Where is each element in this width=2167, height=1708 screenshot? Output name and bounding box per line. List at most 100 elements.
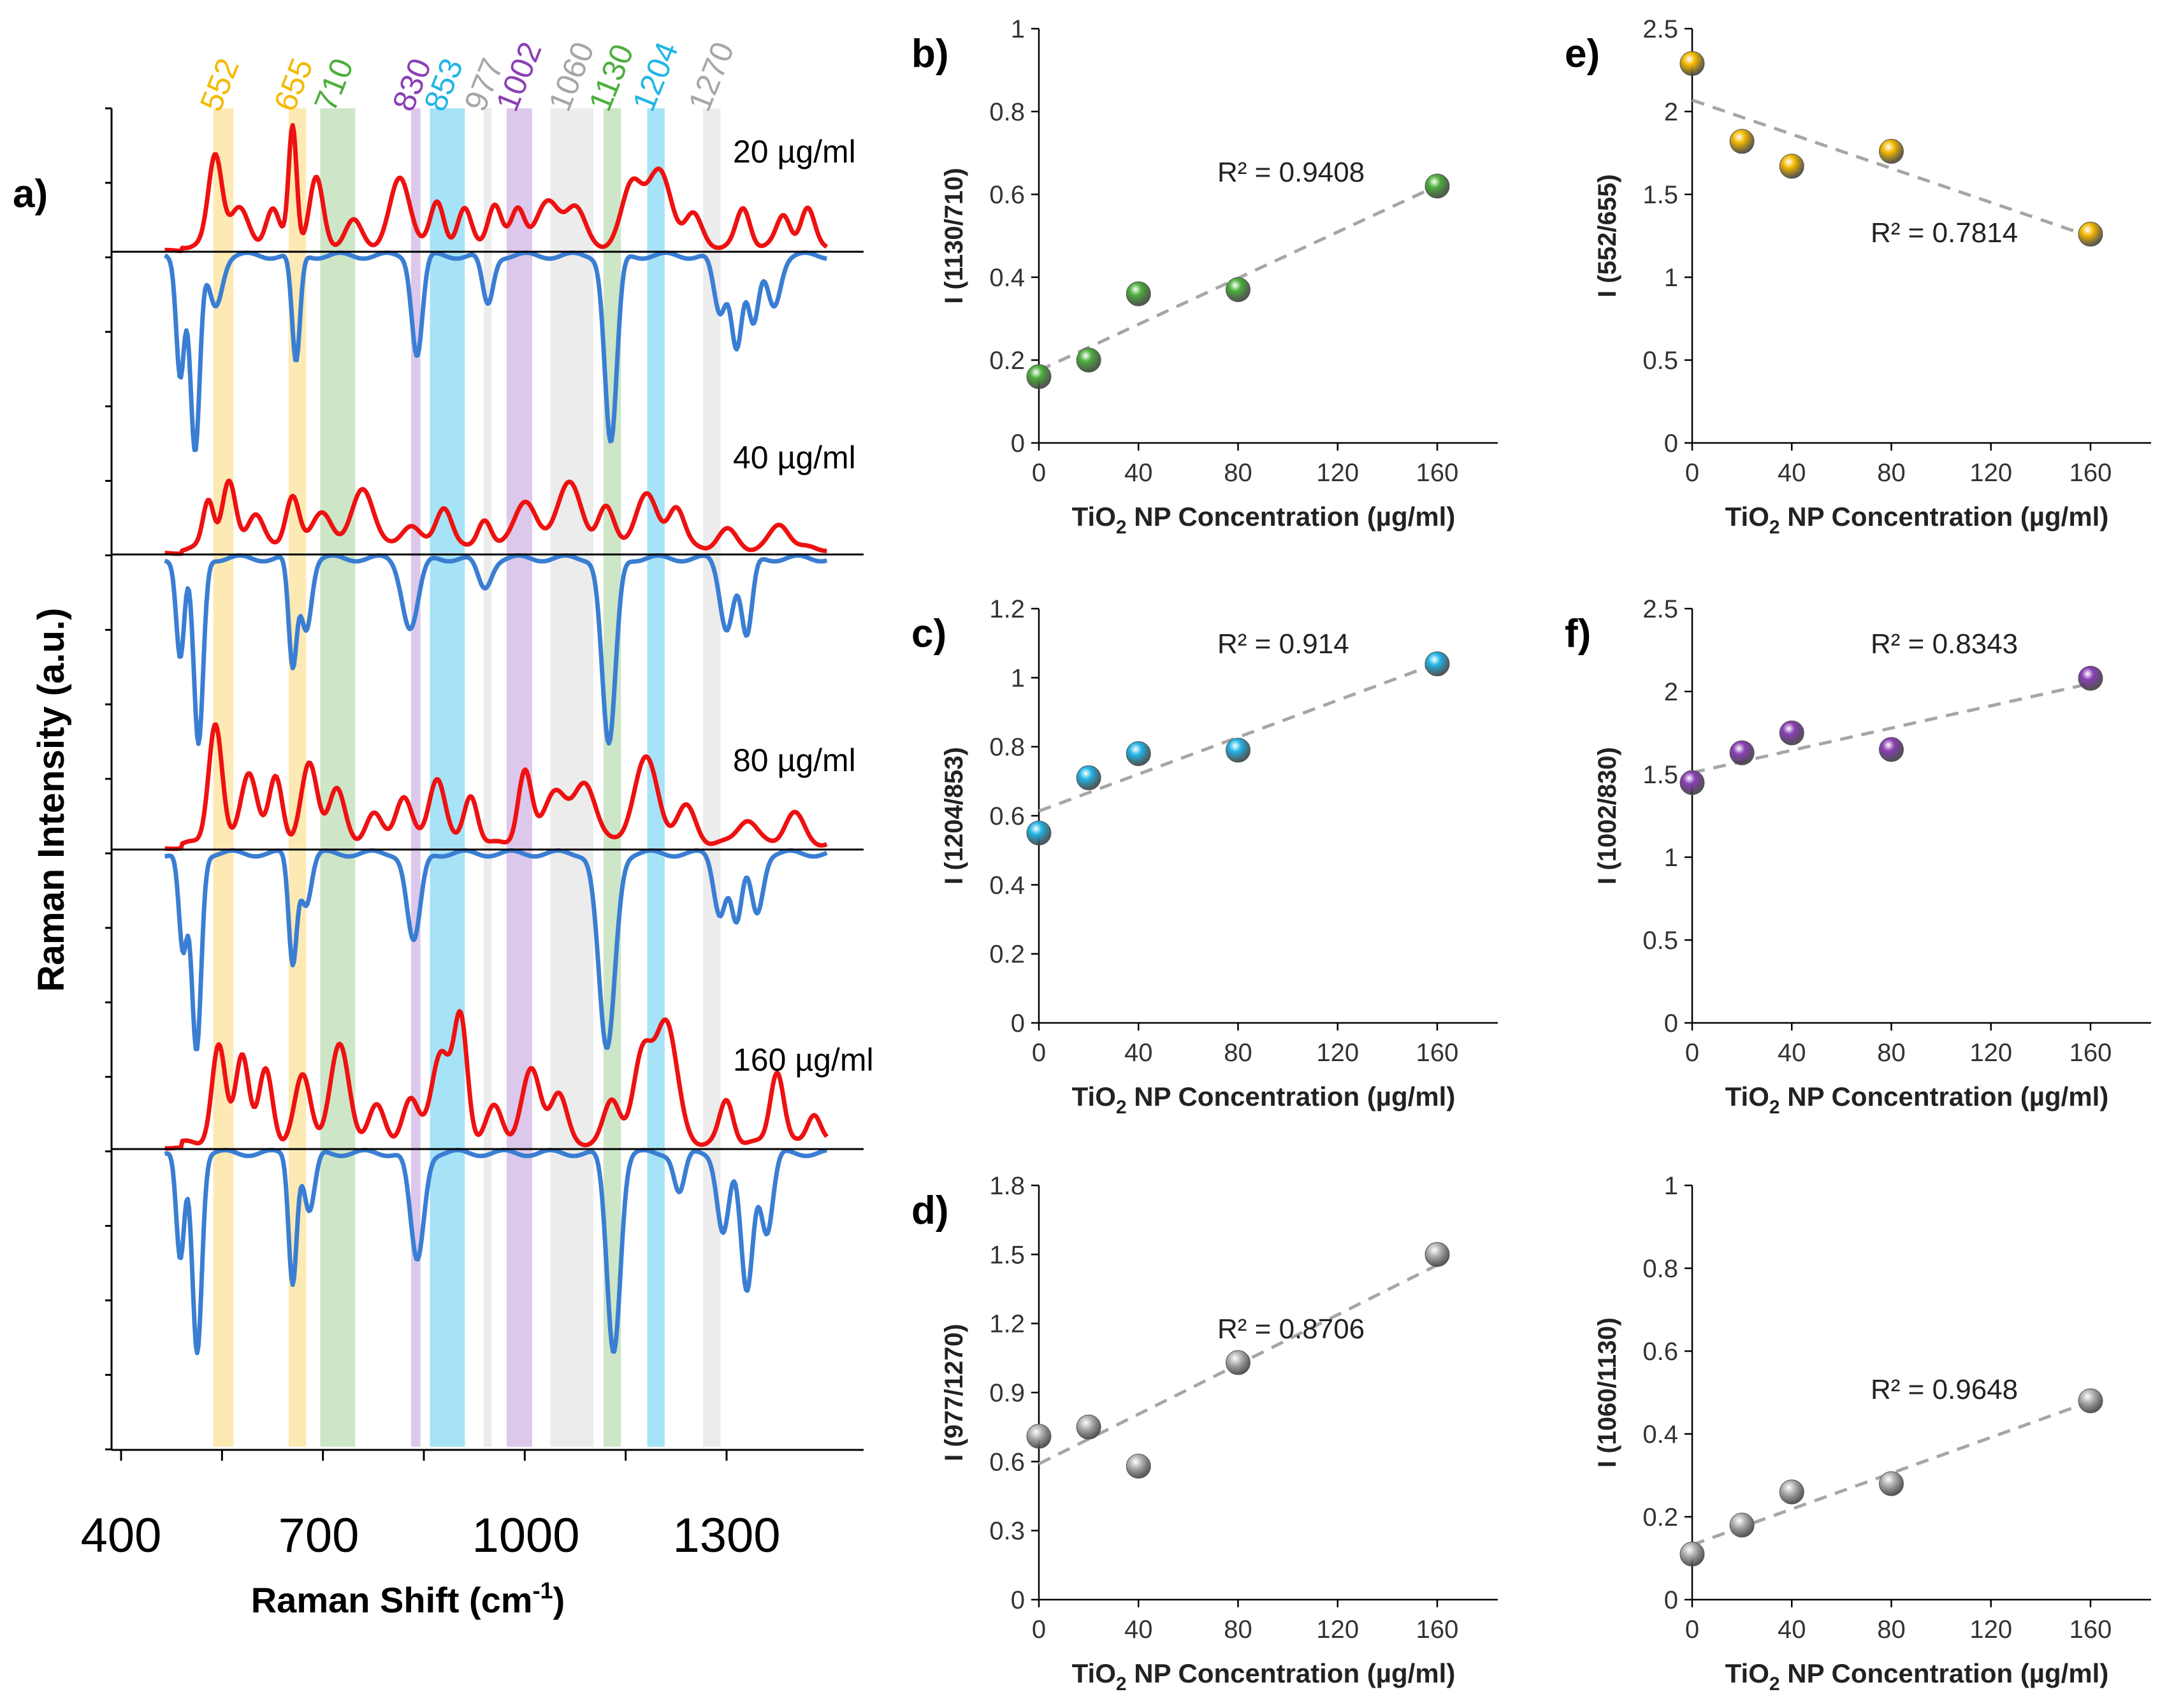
panel-a-x-tick-400: 400: [81, 1509, 162, 1563]
scatter-panel-4: 0 0.5 1 1.5 2 2.5 0 40 80 120 160 R² = 0.8343 I (100…: [1565, 595, 2151, 1118]
scatter-point: [1076, 1414, 1101, 1440]
scatter-y-tick-label: 2.5: [1642, 15, 1678, 43]
scatter-x-tick-label: 120: [1316, 1616, 1359, 1644]
scatter-x-tick-label: 40: [1778, 1616, 1806, 1644]
panel-a-label: a): [13, 172, 48, 216]
band-label-655: 655: [267, 54, 320, 116]
panel-a-x-tick-1300: 1300: [672, 1509, 780, 1563]
band-label-552: 552: [193, 54, 246, 116]
scatter-y-tick-label: 0.2: [989, 347, 1025, 375]
scatter-x-tick-label: 160: [1416, 459, 1459, 487]
scatter-point: [1679, 770, 1705, 795]
scatter-x-tick-label: 0: [1032, 459, 1046, 487]
scatter-y-tick-label: 1: [1011, 664, 1025, 692]
band-1060: [550, 108, 593, 1447]
scatter-panel-3: 0 0.2 0.4 0.6 0.8 1 1.2 0 40 80 120 160 R² = 0.914 I …: [911, 595, 1498, 1118]
band-1270: [703, 108, 721, 1447]
scatter-y-tick-label: 0: [1664, 1586, 1678, 1614]
scatter-x-axis-title: TiO2 NP Concentration (µg/ml): [1725, 502, 2109, 538]
scatter-r2-label: R² = 0.7814: [1871, 217, 2018, 249]
scatter-x-tick-label: 160: [2069, 1616, 2112, 1644]
scatter-point: [1076, 765, 1101, 790]
scatter-y-tick-label: 0.2: [1642, 1503, 1678, 1531]
scatter-point: [1729, 740, 1755, 765]
scatter-x-axis-title: TiO2 NP Concentration (µg/ml): [1072, 502, 1456, 538]
scatter-point: [1026, 364, 1052, 389]
positive-trace-2: [164, 478, 828, 556]
scatter-x-tick-label: 120: [1969, 459, 2012, 487]
positive-trace-1: [164, 123, 829, 254]
scatter-point: [1126, 281, 1151, 307]
negative-trace-2: [164, 553, 828, 746]
scatter-point: [1226, 1350, 1250, 1375]
scatter-x-tick-label: 40: [1778, 459, 1806, 487]
band-label-1204: 1204: [625, 37, 685, 116]
scatter-y-tick-label: 0.6: [989, 802, 1025, 830]
positive-trace-3: [164, 722, 828, 851]
spectrum-trace-2: 40 µg/ml: [112, 440, 864, 746]
scatter-trendline: [1692, 1400, 2091, 1547]
scatter-y-axis-title: I (1002/830): [1593, 747, 1621, 885]
scatter-r2-label: R² = 0.8706: [1217, 1314, 1365, 1345]
scatter-y-tick-label: 0.4: [989, 871, 1025, 899]
scatter-panel-label: e): [1565, 32, 1600, 76]
scatter-r2-label: R² = 0.914: [1217, 628, 1349, 660]
scatter-panel-1: 0 0.2 0.4 0.6 0.8 1 0 40 80 120 160 R² = 0.9408 I (1…: [911, 15, 1498, 538]
scatter-panel-label: d): [911, 1189, 949, 1233]
scatter-y-tick-label: 1.2: [989, 1310, 1025, 1338]
x-title-subscript: 2: [1116, 517, 1127, 538]
x-title-rest: NP Concentration (µg/ml): [1780, 502, 2109, 532]
scatter-point: [1226, 737, 1250, 763]
panel-a-x-tick-1000: 1000: [472, 1509, 579, 1563]
panel-a-y-axis-title: Raman Intensity (a.u.): [31, 608, 72, 992]
scatter-point: [1729, 1512, 1755, 1538]
x-title-rest: NP Concentration (µg/ml): [1127, 502, 1456, 532]
concentration-label-1: 20 µg/ml: [733, 134, 856, 170]
scatter-x-tick-label: 40: [1124, 1039, 1153, 1067]
scatter-point: [1026, 820, 1052, 846]
scatter-x-axis-title: TiO2 NP Concentration (µg/ml): [1072, 1082, 1456, 1118]
x-title-subscript: 2: [1769, 517, 1780, 538]
scatter-panel-label: f): [1565, 612, 1591, 656]
scatter-y-axis-title: I (1060/1130): [1593, 1317, 1621, 1468]
scatter-y-tick-label: 0.3: [989, 1517, 1025, 1545]
scatter-y-tick-label: 1: [1664, 844, 1678, 872]
scatter-y-tick-label: 0: [1011, 430, 1025, 458]
x-title-rest: NP Concentration (µg/ml): [1127, 1082, 1456, 1111]
scatter-y-tick-label: 0.8: [989, 98, 1025, 126]
scatter-point: [2078, 665, 2103, 691]
scatter-point: [1424, 1241, 1450, 1267]
x-title-subscript: 2: [1769, 1674, 1780, 1695]
scatter-point: [1424, 651, 1450, 677]
scatter-r2-label: R² = 0.9408: [1217, 157, 1365, 188]
scatter-x-tick-label: 120: [1316, 1039, 1359, 1067]
concentration-label-3: 80 µg/ml: [733, 742, 856, 778]
scatter-point: [1126, 1454, 1151, 1479]
scatter-x-tick-label: 160: [1416, 1616, 1459, 1644]
scatter-y-tick-label: 1: [1664, 1172, 1678, 1200]
band-977: [483, 108, 492, 1447]
x-title-part: TiO: [1072, 1658, 1116, 1688]
scatter-point: [1779, 1479, 1804, 1505]
scatter-point: [1879, 138, 1904, 164]
scatter-y-tick-label: 0.4: [989, 264, 1025, 292]
scatter-x-tick-label: 120: [1969, 1039, 2012, 1067]
scatter-x-tick-label: 80: [1224, 1039, 1252, 1067]
scatter-trendline: [1692, 98, 2091, 238]
scatter-x-tick-label: 80: [1877, 459, 1906, 487]
x-title-part: TiO: [1072, 502, 1116, 532]
scatter-y-tick-label: 0.5: [1642, 347, 1678, 375]
scatter-point: [1226, 277, 1250, 302]
scatter-r2-label: R² = 0.9648: [1871, 1374, 2018, 1405]
spectra-axes: [105, 107, 864, 1461]
scatter-x-tick-label: 0: [1685, 459, 1699, 487]
spectrum-trace-1: 20 µg/ml: [112, 123, 864, 452]
scatter-y-tick-label: 2.5: [1642, 595, 1678, 623]
scatter-x-tick-label: 80: [1224, 459, 1252, 487]
scatter-x-axis-title: TiO2 NP Concentration (µg/ml): [1072, 1658, 1456, 1695]
scatter-x-tick-label: 80: [1224, 1616, 1252, 1644]
scatter-y-tick-label: 0.9: [989, 1379, 1025, 1407]
